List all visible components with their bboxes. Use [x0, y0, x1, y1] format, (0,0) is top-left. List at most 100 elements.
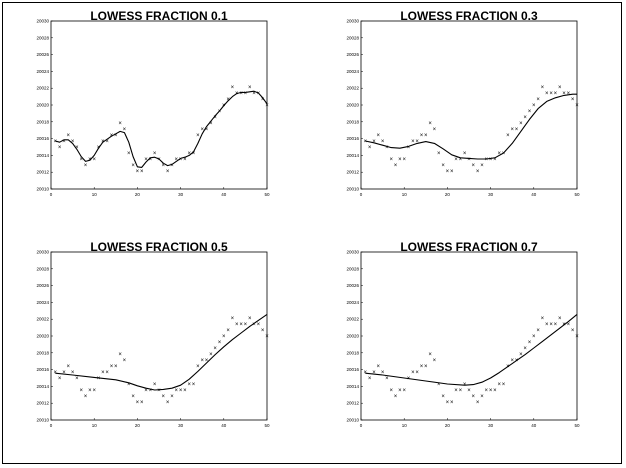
data-point-marker: ×	[110, 364, 114, 370]
data-point-marker: ×	[377, 364, 381, 370]
data-point-marker: ×	[424, 364, 428, 370]
data-point-marker: ×	[385, 145, 389, 151]
y-tick-label: 20010	[36, 187, 49, 192]
data-point-marker: ×	[265, 334, 269, 340]
data-point-marker: ×	[476, 400, 480, 406]
data-point-marker: ×	[222, 334, 226, 340]
data-point-marker: ×	[200, 127, 204, 133]
data-point-marker: ×	[441, 394, 445, 400]
data-point-marker: ×	[101, 370, 105, 376]
data-point-marker: ×	[92, 388, 96, 394]
figure-frame: LOWESS FRACTION 0.1 20010 20012 20014 20016 2…	[2, 2, 622, 464]
data-point-marker: ×	[420, 133, 424, 139]
chart-panel-4: LOWESS FRACTION 0.7200102001220014200162…	[346, 240, 580, 428]
data-point-marker: ×	[402, 157, 406, 163]
y-tick-label: 20010	[346, 418, 359, 423]
data-point-marker: ×	[88, 388, 92, 394]
data-point-marker: ×	[105, 370, 109, 376]
y-tick-label: 20024	[346, 300, 359, 305]
data-point-marker: ×	[213, 346, 217, 352]
data-point-marker: ×	[389, 157, 393, 163]
data-point-marker: ×	[114, 133, 118, 139]
data-point-marker: ×	[519, 121, 523, 127]
data-point-marker: ×	[407, 145, 411, 151]
lowess-curve	[365, 313, 578, 386]
x-tick-label: 20	[445, 192, 451, 197]
data-point-marker: ×	[489, 157, 493, 163]
data-point-marker: ×	[389, 388, 393, 394]
data-point-marker: ×	[480, 394, 484, 400]
data-point-marker: ×	[162, 394, 166, 400]
y-tick-label: 20012	[36, 401, 49, 406]
y-tick-label: 20018	[346, 350, 359, 355]
data-point-marker: ×	[497, 382, 501, 388]
data-point-marker: ×	[265, 103, 269, 109]
y-tick-label: 20022	[36, 317, 49, 322]
data-point-marker: ×	[131, 163, 135, 169]
y-tick-label: 20024	[346, 69, 359, 74]
x-tick-label: 0	[50, 423, 53, 428]
data-point-marker: ×	[196, 364, 200, 370]
data-point-marker: ×	[62, 139, 66, 145]
x-tick-label: 20	[445, 423, 451, 428]
y-tick-label: 20018	[36, 350, 49, 355]
data-point-marker: ×	[385, 376, 389, 382]
y-tick-label: 20030	[36, 250, 49, 255]
data-point-marker: ×	[213, 115, 217, 121]
data-point-marker: ×	[472, 163, 476, 169]
data-point-marker: ×	[485, 388, 489, 394]
x-tick-label: 40	[531, 423, 537, 428]
data-point-marker: ×	[532, 334, 536, 340]
data-point-marker: ×	[415, 370, 419, 376]
data-point-marker: ×	[558, 85, 562, 91]
y-tick-label: 20016	[36, 367, 49, 372]
data-point-marker: ×	[140, 169, 144, 175]
data-point-marker: ×	[149, 388, 153, 394]
data-point-marker: ×	[446, 169, 450, 175]
data-point-marker: ×	[192, 382, 196, 388]
data-point-marker: ×	[467, 388, 471, 394]
y-tick-label: 20022	[36, 86, 49, 91]
data-point-marker: ×	[136, 169, 140, 175]
x-tick-label: 20	[135, 423, 141, 428]
data-point-marker: ×	[218, 109, 222, 115]
y-tick-label: 20018	[36, 119, 49, 124]
x-tick-label: 10	[402, 192, 408, 197]
chart-panel-1: LOWESS FRACTION 0.1200102001220014200162…	[36, 9, 270, 197]
x-tick-label: 30	[488, 192, 494, 197]
x-tick-label: 20	[135, 192, 141, 197]
chart-title: LOWESS FRACTION 0.7	[400, 240, 538, 254]
y-tick-label: 20016	[36, 136, 49, 141]
data-point-marker: ×	[476, 169, 480, 175]
data-point-marker: ×	[523, 115, 527, 121]
data-point-marker: ×	[153, 151, 157, 157]
x-tick-label: 50	[574, 423, 580, 428]
data-point-marker: ×	[528, 109, 532, 115]
x-tick-label: 0	[50, 192, 53, 197]
data-point-marker: ×	[187, 382, 191, 388]
data-point-marker: ×	[252, 322, 256, 328]
data-point-marker: ×	[571, 328, 575, 334]
data-point-marker: ×	[54, 139, 58, 145]
data-point-marker: ×	[170, 163, 174, 169]
data-point-marker: ×	[92, 157, 96, 163]
data-point-marker: ×	[231, 316, 235, 322]
data-point-marker: ×	[239, 91, 243, 97]
data-point-marker: ×	[58, 376, 62, 382]
y-tick-label: 20022	[346, 86, 359, 91]
data-point-marker: ×	[394, 394, 398, 400]
data-point-marker: ×	[166, 400, 170, 406]
data-point-marker: ×	[446, 400, 450, 406]
y-tick-label: 20020	[346, 103, 359, 108]
chart-title: LOWESS FRACTION 0.5	[90, 240, 228, 254]
data-point-marker: ×	[398, 157, 402, 163]
y-tick-label: 20026	[36, 283, 49, 288]
x-tick-label: 50	[264, 192, 270, 197]
data-point-marker: ×	[571, 97, 575, 103]
data-point-marker: ×	[127, 382, 131, 388]
data-point-marker: ×	[545, 91, 549, 97]
data-point-marker: ×	[377, 133, 381, 139]
lowess-curve	[55, 313, 268, 391]
data-point-marker: ×	[209, 352, 213, 358]
data-point-marker: ×	[567, 322, 571, 328]
